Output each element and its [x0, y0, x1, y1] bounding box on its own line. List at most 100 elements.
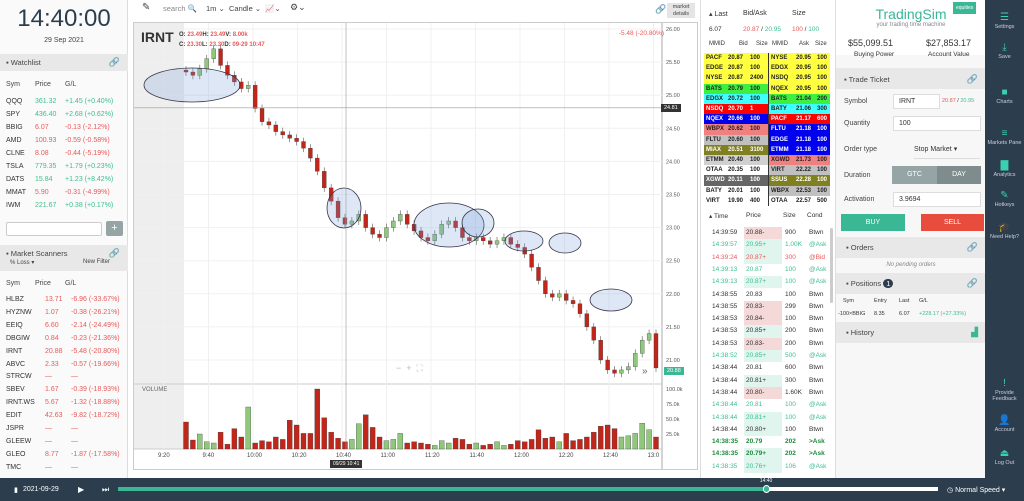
- positions-header[interactable]: ▪ Positions 1 🔗: [836, 273, 986, 294]
- level2-bid-row[interactable]: BATS 20.79 100: [704, 83, 768, 94]
- level2-bid-row[interactable]: NQEX 20.66 100: [704, 114, 768, 125]
- scanner-row[interactable]: HLBZ 13.71 -6.96 (-33.67%): [0, 296, 128, 308]
- watchlist-add-button[interactable]: +: [106, 221, 123, 236]
- level2-ask-row[interactable]: XGWD 21.73 100: [768, 155, 830, 166]
- level2-ask-row[interactable]: WBPX 22.53 100: [768, 185, 830, 196]
- trade-ticket-header[interactable]: ▪ Trade Ticket 🔗: [836, 68, 986, 89]
- chart-canvas[interactable]: 26.00 25.50 25.00 24.50 24.00 23.50 23.00 22.50…: [134, 23, 697, 469]
- price-chart[interactable]: 26.00 25.50 25.00 24.50 24.00 23.50 23.00 22.50…: [133, 22, 698, 470]
- step-icon[interactable]: ⏭: [102, 485, 110, 494]
- scanner-row[interactable]: EDIT 42.63 -9.82 (-18.72%): [0, 412, 128, 424]
- scanner-row[interactable]: EEIQ 6.60 -2.14 (-24.49%): [0, 322, 128, 334]
- watchlist-row[interactable]: TSLA 779.35 +1.79 (+0.23%): [0, 163, 128, 175]
- level2-col-header[interactable]: Bid: [739, 41, 748, 47]
- level2-bid-row[interactable]: FLTU 20.60 100: [704, 134, 768, 145]
- sidebar-item-need-help-[interactable]: 🎓 Need Help?: [985, 222, 1024, 240]
- watchlist-row[interactable]: IWM 221.67 +0.38 (+0.17%): [0, 202, 128, 214]
- sidebar-item-markets-pane[interactable]: ≡ Markets Pane: [985, 128, 1024, 146]
- level2-ask-row[interactable]: SSUS 22.28 100: [768, 175, 830, 186]
- scanners-header[interactable]: ▪ Market Scanners 🔗 % Loss ▾ New Filter: [0, 245, 128, 271]
- scanner-row[interactable]: IRNT 20.88 -5.48 (-20.80%): [0, 348, 128, 360]
- pencil-icon[interactable]: ✎: [142, 2, 151, 13]
- sidebar-item-account[interactable]: 👤 Account: [985, 415, 1024, 433]
- chart-type-dropdown[interactable]: Candle ⌄: [229, 4, 262, 13]
- interval-dropdown[interactable]: 1m ⌄: [206, 4, 225, 13]
- watchlist-col-header[interactable]: Price: [35, 81, 51, 88]
- link-icon[interactable]: 🔗: [966, 74, 978, 84]
- symbol-search[interactable]: search 🔍: [163, 4, 197, 13]
- level2-bid-row[interactable]: NYSE 20.87 2400: [704, 73, 768, 84]
- watchlist-row[interactable]: DATS 15.84 +1.23 (+8.42%): [0, 176, 128, 188]
- scanner-row[interactable]: HYZNW 1.07 -0.38 (-26.21%): [0, 309, 128, 321]
- sell-button[interactable]: SELL: [921, 214, 984, 231]
- ts-scrollbar[interactable]: [830, 228, 833, 303]
- level2-col-header[interactable]: MMID: [772, 41, 788, 47]
- link-icon[interactable]: 🔗: [108, 248, 120, 258]
- ts-col-header[interactable]: Size: [783, 212, 796, 219]
- level2-ask-row[interactable]: ETMM 21.18 100: [768, 144, 830, 155]
- quantity-input[interactable]: 100: [893, 116, 981, 131]
- orders-header[interactable]: ▪ Orders 🔗: [836, 237, 986, 258]
- scroll-latest-button[interactable]: »: [642, 366, 648, 377]
- sidebar-item-analytics[interactable]: ▇ Analytics: [985, 160, 1024, 178]
- level2-ask-row[interactable]: FLTU 21.18 100: [768, 124, 830, 135]
- symbol-input[interactable]: IRNT: [893, 94, 940, 109]
- sidebar-item-save[interactable]: ⤓ Save: [985, 42, 1024, 60]
- level2-bid-row[interactable]: BATY 20.01 100: [704, 185, 768, 196]
- level2-bid-row[interactable]: EDGX 20.72 100: [704, 93, 768, 104]
- sidebar-item-settings[interactable]: ☰ Settings: [985, 12, 1024, 30]
- scanner-row[interactable]: SBEV 1.67 -0.39 (-18.93%): [0, 386, 128, 398]
- scanner-row[interactable]: ABVC 2.33 -0.57 (-19.66%): [0, 361, 128, 373]
- playback-date[interactable]: 2021-09-29: [23, 486, 59, 493]
- level2-ask-row[interactable]: EDGE 21.18 100: [768, 134, 830, 145]
- level2-bid-row[interactable]: XGWD 20.11 100: [704, 175, 768, 186]
- scanner-row[interactable]: JSPR — —: [0, 425, 128, 437]
- level2-col-header[interactable]: Size: [815, 41, 827, 47]
- watchlist-header[interactable]: ▪ Watchlist 🔗: [0, 54, 128, 71]
- level2-ask-row[interactable]: PACF 21.17 600: [768, 114, 830, 125]
- level2-bid-row[interactable]: WBPX 20.62 100: [704, 124, 768, 135]
- gtc-button[interactable]: GTC: [892, 166, 937, 184]
- sidebar-item-charts[interactable]: ■ Charts: [985, 87, 1024, 105]
- scanner-row[interactable]: IRNT.WS 5.67 -1.32 (-18.88%): [0, 399, 128, 411]
- indicators-icon[interactable]: 📈⌄: [265, 4, 281, 13]
- level2-bid-row[interactable]: OTAA 20.35 100: [704, 165, 768, 176]
- history-chart-icon[interactable]: ▟: [971, 327, 978, 337]
- playback-handle[interactable]: [762, 485, 770, 493]
- level2-bid-row[interactable]: EDGE 20.87 100: [704, 63, 768, 74]
- level2-bid-row[interactable]: MIAX 20.51 3100: [704, 144, 768, 155]
- last-header[interactable]: ▴ Last: [709, 11, 728, 18]
- link-icon[interactable]: 🔗: [966, 278, 978, 288]
- history-header[interactable]: ▪ History ▟: [836, 322, 986, 343]
- watchlist-col-header[interactable]: Sym: [6, 81, 20, 88]
- level2-col-header[interactable]: Size: [756, 41, 768, 47]
- level2-ask-row[interactable]: EDGX 20.95 100: [768, 63, 830, 74]
- level2-col-header[interactable]: Ask: [799, 41, 810, 47]
- watchlist-col-header[interactable]: G/L: [65, 81, 77, 88]
- calendar-icon[interactable]: ▮: [14, 487, 18, 494]
- scanner-col-header[interactable]: Sym: [6, 280, 20, 287]
- level2-bid-row[interactable]: ETMM 20.40 100: [704, 155, 768, 166]
- scanner-row[interactable]: TMC — —: [0, 464, 128, 476]
- activation-input[interactable]: 3.9694: [893, 192, 981, 207]
- new-filter-button[interactable]: New Filter: [83, 259, 111, 265]
- sidebar-item-hotkeys[interactable]: ✎ Hotkeys: [985, 190, 1024, 208]
- scanner-row[interactable]: DBGIW 0.84 -0.23 (-21.36%): [0, 335, 128, 347]
- market-details-button[interactable]: market details: [667, 3, 695, 18]
- day-button[interactable]: DAY: [937, 166, 981, 184]
- watchlist-row[interactable]: CLNE 8.08 -0.44 (-5.19%): [0, 150, 128, 162]
- level2-ask-row[interactable]: VIRT 22.22 100: [768, 165, 830, 176]
- level2-ask-row[interactable]: NYSE 20.95 100: [768, 53, 830, 64]
- scanner-col-header[interactable]: Price: [35, 280, 51, 287]
- level2-ask-row[interactable]: BATY 21.06 300: [768, 104, 830, 115]
- level2-ask-row[interactable]: OTAA 22.57 500: [768, 195, 830, 206]
- level2-ask-row[interactable]: NQEX 20.95 100: [768, 83, 830, 94]
- scanner-col-header[interactable]: G/L: [65, 280, 77, 287]
- level2-ask-row[interactable]: BATS 21.04 200: [768, 93, 830, 104]
- play-icon[interactable]: ▶: [78, 485, 85, 494]
- zoom-controls[interactable]: − + ⛶: [396, 363, 423, 373]
- scanner-row[interactable]: GLEEW — —: [0, 438, 128, 450]
- sidebar-item-log-out[interactable]: ⏏ Log Out: [985, 448, 1024, 466]
- scanner-row[interactable]: GLEO 8.77 -1.87 (-17.58%): [0, 451, 128, 463]
- level2-bid-row[interactable]: PACF 20.87 100: [704, 53, 768, 64]
